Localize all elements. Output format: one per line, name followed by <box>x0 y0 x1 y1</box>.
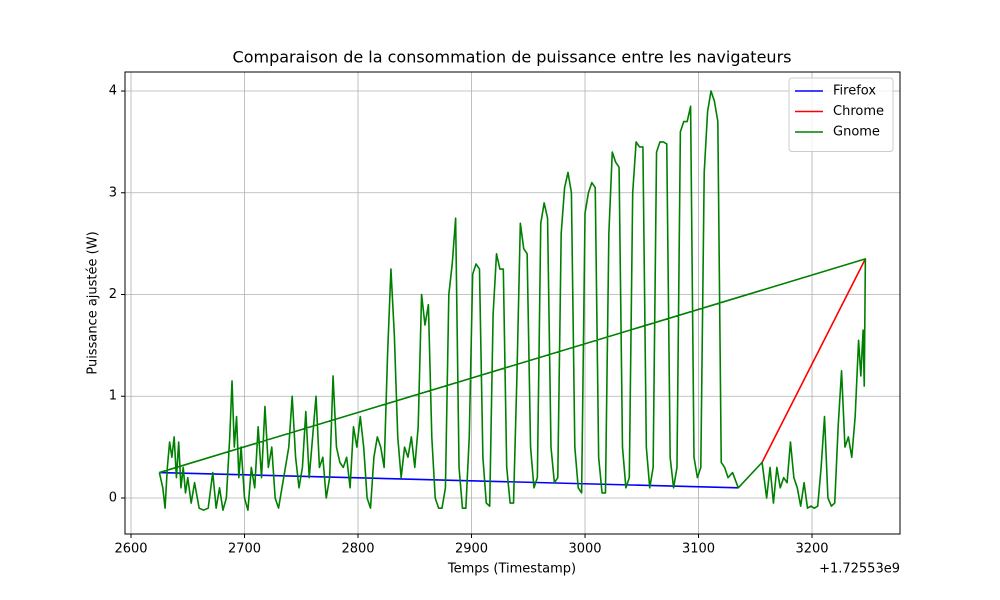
y-tick-label: 3 <box>109 185 117 200</box>
legend-label: Gnome <box>833 125 880 140</box>
y-tick-label: 1 <box>109 389 117 404</box>
legend-box <box>788 77 894 152</box>
x-tick-label: 2600 <box>114 542 147 557</box>
series-line <box>158 90 867 511</box>
x-tick-label: 2900 <box>455 542 488 557</box>
plot-lines <box>158 90 867 511</box>
y-tick-label: 2 <box>109 287 117 302</box>
x-tick-label: 3100 <box>682 542 715 557</box>
x-tick-label: 2700 <box>228 542 261 557</box>
series-line <box>761 258 867 463</box>
legend: Firefox Chrome Gnome <box>788 77 894 152</box>
x-tick-label: 3200 <box>795 542 828 557</box>
ticks: 2600 2700 2800 2900 3000 3100 3200 0 1 2 3 4 <box>109 84 829 557</box>
legend-label: Chrome <box>833 104 884 119</box>
y-tick-label: 4 <box>109 84 117 99</box>
axes-frame <box>124 71 901 535</box>
grid <box>125 72 900 534</box>
legend-label: Firefox <box>833 84 876 99</box>
chart-title: Comparaison de la consommation de puissa… <box>233 48 792 67</box>
x-axis-label: Temps (Timestamp) <box>447 562 576 577</box>
x-tick-label: 2800 <box>341 542 374 557</box>
x-offset-label: +1.72553e9 <box>819 562 900 577</box>
x-tick-label: 3000 <box>568 542 601 557</box>
y-axis-label: Puissance ajustée (W) <box>86 231 101 374</box>
y-tick-label: 0 <box>109 490 117 505</box>
